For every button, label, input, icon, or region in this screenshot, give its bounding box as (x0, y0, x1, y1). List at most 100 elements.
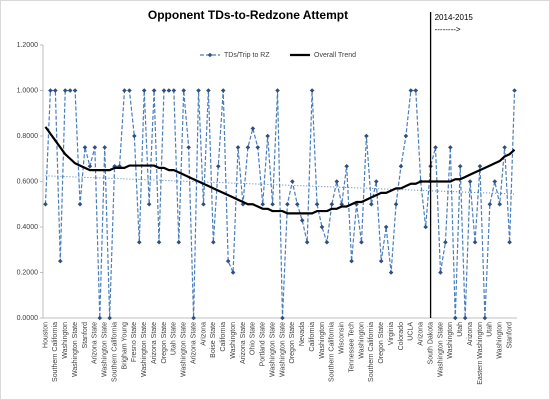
data-point (388, 270, 394, 275)
data-point (220, 88, 226, 93)
data-point (408, 88, 414, 93)
data-point (53, 88, 58, 93)
data-point (319, 224, 325, 230)
data-point (265, 133, 270, 139)
x-tick-label: Washington State (181, 322, 188, 377)
x-tick-label: Colorado (398, 322, 405, 351)
x-tick-label: Utah State (171, 322, 178, 355)
data-point (166, 88, 172, 93)
y-tick-label: 1.2000 (17, 42, 39, 49)
x-tick-label: California (309, 322, 316, 352)
x-tick-label: Southern California (329, 322, 336, 382)
data-point (492, 179, 498, 184)
chart-title: Opponent TDs-to-Redzone Attempt (148, 8, 348, 22)
x-tick-label: Tennessee Tech (348, 322, 355, 373)
x-tick-label: Oregon State (289, 322, 296, 364)
data-point (82, 145, 88, 150)
x-tick-label: Utah (487, 322, 494, 337)
x-tick-label: Oregon State (378, 322, 385, 364)
data-point (487, 201, 493, 207)
x-tick-label: Arizona State (92, 322, 99, 364)
x-tick-label: Oregon State (161, 322, 168, 364)
data-point (201, 201, 206, 207)
data-point (48, 88, 53, 93)
data-point (413, 88, 419, 93)
x-tick-label: Virginia (388, 322, 395, 345)
x-tick-label: Ohio State (250, 322, 257, 355)
data-point (280, 315, 285, 321)
data-point (334, 179, 340, 184)
x-tick-label: Washington (319, 322, 326, 359)
data-point (472, 239, 478, 245)
data-point (270, 201, 275, 207)
x-tick-label: UCLA (408, 322, 415, 341)
data-point (245, 145, 251, 150)
data-point (255, 145, 261, 150)
data-point (196, 88, 201, 93)
data-point (57, 258, 63, 264)
data-point (275, 88, 280, 93)
data-point (398, 163, 404, 169)
x-tick-label: California (220, 322, 227, 352)
data-point (176, 239, 182, 245)
data-point (512, 88, 517, 93)
x-tick-label: Washington State (141, 322, 148, 377)
data-point (502, 145, 507, 150)
trend-curve (44, 126, 516, 215)
data-point (67, 88, 73, 93)
data-point (72, 88, 78, 93)
data-point (403, 133, 409, 139)
data-point (87, 163, 93, 169)
x-tick-label: Stanford (82, 322, 89, 349)
y-tick-label: 0.4000 (17, 224, 39, 231)
data-point (230, 270, 236, 275)
data-point (260, 201, 266, 207)
x-tick-label: Washington State (279, 322, 286, 377)
data-point (43, 201, 48, 207)
data-point (92, 145, 98, 150)
data-point (141, 88, 147, 93)
data-point (369, 201, 374, 207)
x-tick-label: Southern California (52, 322, 59, 382)
data-point (225, 258, 231, 264)
data-point (285, 201, 290, 207)
data-point (457, 163, 463, 169)
y-tick-label: 1.0000 (17, 87, 39, 94)
data-point (497, 201, 503, 207)
x-tick-label: Wisconsin (339, 322, 346, 354)
data-point (181, 88, 187, 93)
season-label: 2014-2015 (435, 13, 474, 22)
x-tick-label: Arizona (467, 322, 474, 346)
data-point (423, 224, 428, 230)
data-point (462, 315, 468, 321)
x-tick-label: Eastern Washington (477, 322, 484, 385)
data-point (161, 88, 167, 93)
data-point (349, 258, 354, 264)
data-point (171, 88, 177, 93)
x-tick-label: Washington (230, 322, 237, 359)
data-point (448, 145, 453, 150)
x-tick-label: South Dakota (427, 322, 434, 365)
data-point (77, 201, 83, 207)
x-tick-label: Arizona State (190, 322, 197, 364)
x-tick-label: Southern California (368, 322, 375, 382)
x-tick-label: Washington State (437, 322, 444, 377)
data-point (359, 239, 364, 245)
data-point (206, 88, 211, 93)
data-point (211, 239, 216, 245)
y-tick-label: 0.8000 (17, 133, 39, 140)
data-point (324, 239, 330, 245)
data-point (132, 133, 137, 139)
x-tick-label: Washington State (102, 322, 109, 377)
y-tick-label: 0.0000 (17, 315, 39, 322)
data-point (290, 179, 295, 184)
data-point (191, 315, 196, 321)
data-point (235, 145, 241, 150)
data-point (378, 258, 384, 264)
data-point (186, 145, 191, 150)
data-point (438, 270, 443, 275)
x-tick-label: Washington (62, 322, 69, 359)
x-tick-label: Portland State (260, 322, 267, 366)
